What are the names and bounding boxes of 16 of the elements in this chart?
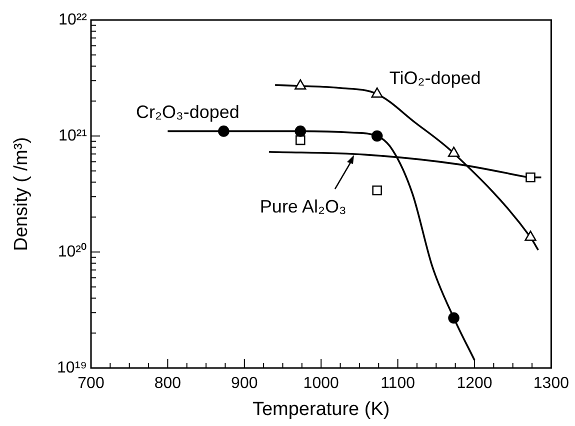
y-tick-label: 10²² <box>58 11 88 28</box>
y-tick-label: 10²¹ <box>58 127 87 144</box>
x-tick-label: 1000 <box>303 375 339 392</box>
x-tick-label: 700 <box>78 375 104 392</box>
y-tick-label: 10¹⁹ <box>57 359 87 376</box>
x-tick-label: 1300 <box>533 375 570 392</box>
series-label: Pure Al₂O₃ <box>260 196 346 216</box>
legend-label: Cr₂O₃-doped <box>136 102 240 122</box>
x-tick-label: 800 <box>154 375 182 392</box>
y-axis-title: Density ( /m³) <box>11 137 32 251</box>
y-tick-label: 10²⁰ <box>58 242 87 260</box>
x-axis-title: Temperature (K) <box>252 399 390 420</box>
x-tick-label: 900 <box>231 375 258 392</box>
x-tick-label: 1100 <box>380 375 416 392</box>
series-label: TiO₂-doped <box>389 68 481 88</box>
x-tick-label: 1200 <box>456 375 492 392</box>
